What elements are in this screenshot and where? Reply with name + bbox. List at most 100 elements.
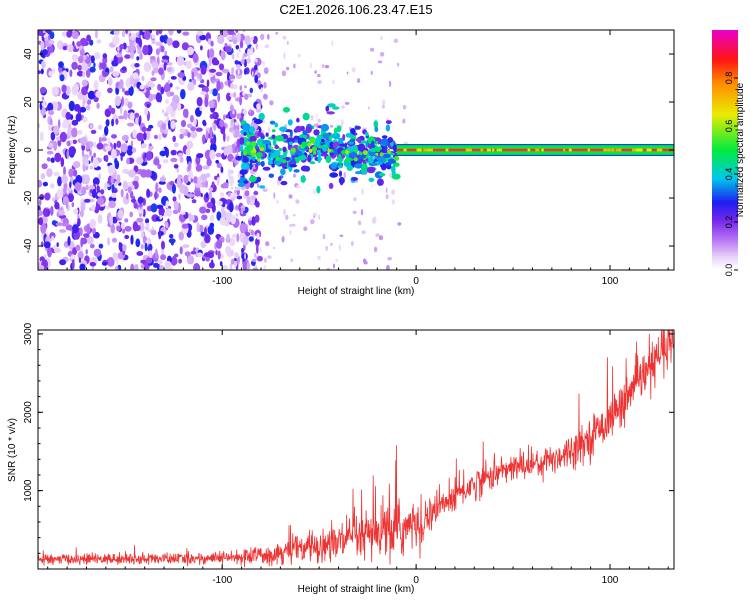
transition-peak — [311, 146, 318, 152]
noise-blob — [242, 30, 246, 33]
noise-blob — [38, 179, 43, 188]
noise-blob — [219, 119, 225, 128]
noise-blob — [139, 84, 145, 90]
transition-blob — [274, 145, 280, 149]
noise-blob — [191, 71, 195, 81]
noise-blob — [80, 136, 88, 146]
noise-blob — [248, 109, 255, 117]
signal-band-flicker — [403, 148, 407, 152]
noise-blob — [204, 234, 211, 244]
noise-blob — [90, 55, 95, 64]
noise-blob — [110, 176, 114, 184]
transition-peak — [308, 148, 313, 153]
noise-blob — [86, 99, 92, 105]
transition-blob — [359, 158, 365, 163]
noise-blob — [143, 30, 151, 40]
noise-blob — [65, 225, 73, 231]
noise-blob — [53, 171, 60, 177]
noise-blob — [58, 61, 64, 68]
transition-blob — [380, 138, 389, 146]
colorbar-cell — [712, 166, 738, 169]
noise-blob — [83, 174, 90, 185]
noise-blob — [202, 119, 207, 126]
noise-blob — [173, 164, 179, 169]
noise-blob — [107, 137, 111, 147]
noise-blob — [93, 141, 97, 148]
noise-blob — [49, 31, 55, 40]
noise-blob — [102, 53, 108, 59]
transition-peak — [341, 150, 346, 155]
noise-blob — [139, 213, 142, 217]
noise-blob — [156, 204, 164, 209]
noise-blob — [240, 208, 246, 212]
noise-blob — [183, 174, 189, 184]
noise-blob — [221, 68, 230, 74]
noise-blob — [254, 265, 258, 269]
noise-blob — [116, 174, 121, 184]
colorbar-cell — [712, 36, 738, 39]
noise-blob — [165, 208, 172, 217]
noise-blob — [134, 112, 140, 118]
noise-blob — [110, 107, 116, 115]
noise-blob — [213, 123, 217, 131]
noise-blob — [173, 142, 179, 148]
noise-blob — [110, 192, 117, 198]
noise-blob — [176, 55, 185, 66]
noise-blob — [114, 95, 121, 107]
colorbar-cell — [712, 206, 738, 209]
noise-blob — [48, 142, 54, 149]
transition-blob — [332, 132, 341, 140]
noise-blob — [96, 39, 102, 44]
noise-blob — [77, 64, 83, 71]
noise-blob — [290, 258, 294, 263]
noise-blob — [208, 56, 212, 66]
transition-blob — [368, 162, 378, 167]
noise-blob — [370, 70, 373, 75]
noise-blob — [61, 174, 68, 184]
noise-blob — [173, 200, 179, 211]
signal-band-flicker — [492, 148, 495, 152]
noise-blob — [326, 267, 331, 270]
noise-blob — [46, 150, 54, 155]
noise-blob — [255, 237, 260, 247]
noise-blob — [222, 182, 229, 188]
noise-blob — [150, 203, 158, 213]
noise-blob — [148, 83, 156, 88]
noise-blob — [216, 80, 221, 92]
signal-band-flicker — [615, 148, 622, 152]
noise-blob — [95, 90, 102, 98]
transition-blob — [296, 117, 300, 123]
noise-blob — [373, 246, 378, 253]
noise-blob — [93, 62, 96, 68]
noise-blob — [220, 206, 225, 215]
transition-blob — [282, 146, 287, 153]
noise-blob — [212, 80, 215, 84]
noise-blob — [165, 221, 169, 229]
transition-peak — [354, 149, 359, 153]
noise-blob — [72, 224, 79, 234]
noise-blob — [239, 40, 244, 49]
noise-blob — [234, 121, 239, 126]
transition-blob — [354, 163, 362, 168]
noise-blob — [128, 44, 136, 52]
colorbar-cell — [712, 76, 738, 79]
transition-peak — [387, 149, 392, 154]
noise-blob — [94, 52, 101, 60]
transition-blob — [317, 155, 322, 163]
colorbar-cell — [712, 154, 738, 157]
noise-blob — [79, 106, 87, 113]
noise-blob — [52, 197, 56, 202]
noise-blob — [138, 38, 143, 48]
noise-blob — [243, 109, 247, 115]
noise-blob — [208, 187, 214, 192]
noise-blob — [208, 190, 212, 200]
noise-blob — [72, 83, 80, 93]
noise-blob — [107, 164, 116, 175]
noise-blob — [89, 262, 97, 267]
noise-blob — [182, 244, 190, 249]
noise-blob — [230, 78, 235, 82]
noise-blob — [235, 64, 241, 69]
colorbar-cell — [712, 78, 738, 81]
snr-y-axis-label: SNR (10 * v/v) — [7, 418, 18, 482]
